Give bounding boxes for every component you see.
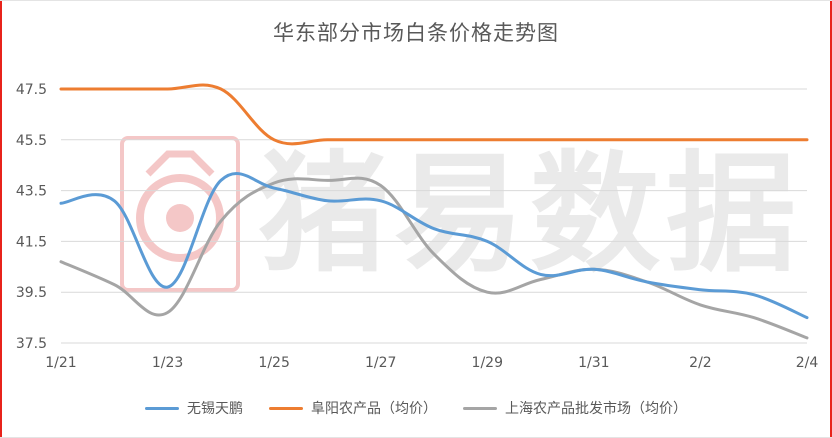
- legend-swatch: [463, 406, 497, 410]
- legend-label: 无锡天鹏: [187, 401, 243, 417]
- watermark-text: 猪易数据: [258, 138, 803, 290]
- legend-label: 阜阳农产品（均价）: [311, 401, 437, 417]
- series-line-shanghai: [59, 176, 809, 340]
- legend: 无锡天鹏 阜阳农产品（均价） 上海农产品批发市场（均价）: [0, 398, 832, 418]
- left-red-edge: [0, 1, 2, 437]
- x-tick-label: 1/23: [152, 355, 183, 371]
- pig-logo-icon: [120, 136, 240, 292]
- grid-lines: [61, 88, 807, 344]
- x-tick-label: 1/25: [258, 355, 289, 371]
- right-red-edge: [830, 1, 832, 437]
- legend-swatch: [269, 406, 303, 410]
- legend-swatch: [145, 406, 179, 410]
- y-tick-label: 37.5: [16, 336, 47, 352]
- x-tick-label: 1/31: [578, 355, 609, 371]
- chart-title: 华东部分市场白条价格走势图: [273, 21, 559, 45]
- y-tick-label: 47.5: [16, 82, 47, 98]
- x-tick-label: 2/2: [689, 355, 712, 371]
- series-lines: [59, 83, 809, 340]
- x-axis-ticks: 1/21 1/23 1/25 1/27 1/29 1/31 2/2 2/4: [45, 355, 818, 371]
- y-tick-label: 39.5: [16, 285, 47, 301]
- series-line-fuyang: [59, 83, 809, 146]
- y-tick-label: 41.5: [16, 234, 47, 250]
- legend-item-fuyang: 阜阳农产品（均价）: [269, 398, 437, 418]
- x-tick-label: 1/29: [472, 355, 503, 371]
- y-tick-label: 43.5: [16, 184, 47, 200]
- legend-label: 上海农产品批发市场（均价）: [505, 401, 687, 417]
- y-tick-label: 45.5: [16, 133, 47, 149]
- x-tick-label: 1/27: [365, 355, 396, 371]
- watermark: 猪易数据: [118, 126, 796, 302]
- legend-item-wuxi: 无锡天鹏: [145, 398, 243, 418]
- x-tick-label: 2/4: [796, 355, 819, 371]
- y-axis-ticks: 37.5 39.5 41.5 43.5 45.5 47.5: [16, 82, 47, 352]
- series-line-wuxi: [59, 172, 809, 320]
- x-tick-label: 1/21: [45, 355, 76, 371]
- legend-item-shanghai: 上海农产品批发市场（均价）: [463, 398, 687, 418]
